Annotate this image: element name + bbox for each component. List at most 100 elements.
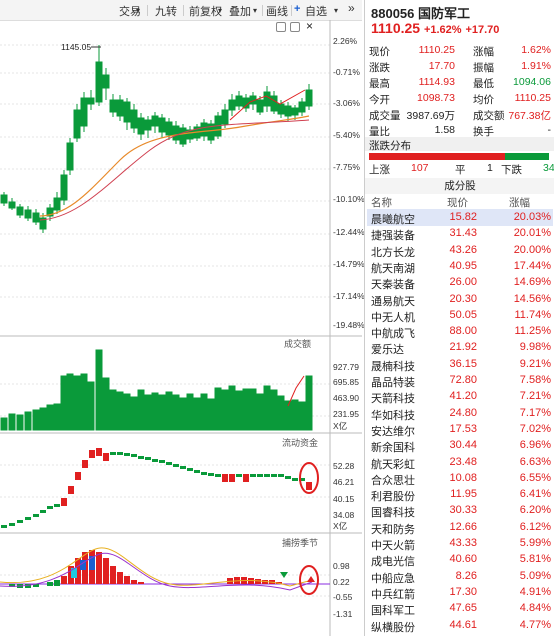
stock-price: 36.15: [449, 357, 477, 370]
overlay-dropdown-icon[interactable]: ▾: [253, 6, 258, 15]
component-row[interactable]: 通易航天 20.30 14.56%: [367, 291, 553, 308]
season-bar: [103, 558, 109, 584]
trade-dropdown-icon[interactable]: ▾: [136, 6, 141, 15]
axis-tick-label: -0.55: [333, 592, 353, 602]
toolbar-nine-turn-button[interactable]: 九转: [155, 6, 177, 18]
component-row[interactable]: 华如科技 24.80 7.17%: [367, 405, 553, 422]
quote-row: 量比 1.58 换手 -: [369, 122, 553, 138]
volume-bar: [95, 349, 103, 431]
volume-bar: [207, 398, 215, 431]
component-row[interactable]: 成电光信 40.60 5.81%: [367, 551, 553, 568]
quote-row: 最高 1114.93 最低 1094.06: [369, 74, 553, 90]
toolbar-overlay-button[interactable]: 叠加: [229, 6, 251, 18]
current-price: 1110.25: [371, 20, 421, 36]
fund-flow-bar: [61, 498, 67, 506]
axis-tick-label: -1.31: [333, 609, 353, 619]
watchlist-dropdown-icon[interactable]: ▾: [334, 6, 339, 15]
season-highlight-circle: [299, 565, 319, 595]
adjust-dropdown-icon[interactable]: ▾: [218, 6, 223, 15]
quote-value: 767.38亿: [508, 110, 551, 122]
col-price-header[interactable]: 现价: [447, 197, 468, 209]
stock-name: 中天火箭: [371, 540, 415, 552]
component-row[interactable]: 安达维尔 17.53 7.02%: [367, 421, 553, 438]
stock-name: 华如科技: [371, 409, 415, 422]
component-row[interactable]: 利君股份 11.95 6.41%: [367, 486, 553, 503]
col-change-header[interactable]: 涨幅: [509, 197, 530, 209]
col-name-header[interactable]: 名称: [371, 197, 392, 209]
axis-tick-label: -5.40%: [333, 130, 360, 140]
toolbar-draw-button[interactable]: 画线: [266, 6, 288, 18]
volume-bar: [263, 385, 271, 431]
toolbar-watchlist-button[interactable]: 自选: [305, 6, 327, 18]
component-row[interactable]: 捷强装备 31.43 20.01%: [367, 225, 553, 242]
candle-body: [8, 201, 16, 209]
stock-change: 7.02%: [519, 422, 551, 435]
stock-change: 7.17%: [519, 406, 551, 419]
volume-bar: [214, 387, 222, 431]
stock-change: 20.03%: [513, 211, 551, 223]
component-row[interactable]: 纵横股份 44.61 4.77%: [367, 617, 553, 634]
stock-change: 11.74%: [514, 308, 552, 321]
component-row[interactable]: 国科军工 47.65 4.84%: [367, 600, 553, 617]
candle-body: [228, 99, 236, 111]
axis-tick-label: 695.85: [333, 377, 359, 387]
up-arrow-icon: [307, 576, 315, 582]
toolbar-trade-button[interactable]: 交易: [119, 6, 141, 18]
volume-bar: [137, 389, 145, 431]
up-label: 上涨: [369, 164, 390, 176]
component-row[interactable]: 中航成飞 88.00 11.25%: [367, 323, 553, 340]
refresh-icon[interactable]: [276, 22, 286, 32]
stock-name: 捷强装备: [371, 230, 415, 243]
toolbar-divider: [147, 5, 148, 16]
season-bar: [110, 566, 116, 584]
plus-icon[interactable]: +: [294, 3, 301, 15]
stock-name: 天秦装备: [371, 279, 415, 292]
component-row[interactable]: 航天彩虹 23.48 6.63%: [367, 454, 553, 471]
fund-flow-bar: [17, 520, 23, 523]
ma-line: [229, 89, 306, 121]
component-row[interactable]: 天秦装备 26.00 14.69%: [367, 274, 553, 291]
component-row[interactable]: 晶品特装 72.80 7.58%: [367, 372, 553, 389]
quote-value: 1.91%: [521, 60, 551, 72]
stock-price: 41.20: [449, 390, 477, 403]
component-row[interactable]: 中无人机 50.05 11.74%: [367, 307, 553, 324]
component-row[interactable]: 天和防务 12.66 6.12%: [367, 519, 553, 536]
stock-price: 40.95: [449, 259, 477, 272]
candle-body: [87, 97, 95, 105]
component-row[interactable]: 中天火箭 43.33 5.99%: [367, 535, 553, 552]
component-row[interactable]: 中兵红箭 17.30 4.91%: [367, 584, 553, 601]
axis-tick-label: -10.10%: [333, 194, 365, 204]
stock-name: 合众思壮: [371, 474, 415, 487]
component-row[interactable]: 天箭科技 41.20 7.21%: [367, 388, 553, 405]
volume-bar: [221, 389, 229, 431]
stock-name: 中无人机: [371, 311, 415, 324]
component-row[interactable]: 爱乐达 21.92 9.98%: [367, 339, 553, 356]
component-row[interactable]: 国睿科技 30.33 6.20%: [367, 502, 553, 519]
component-row[interactable]: 新余国科 30.44 6.96%: [367, 437, 553, 454]
stock-name: 国睿科技: [371, 507, 415, 520]
component-row[interactable]: 晟楠科技 36.15 9.21%: [367, 356, 553, 373]
axis-tick-label: X亿: [333, 521, 348, 531]
quote-value: 1110.25: [418, 44, 455, 56]
component-row[interactable]: 航天南湖 40.95 17.44%: [367, 258, 553, 275]
stock-change: 9.21%: [519, 357, 551, 370]
stock-change: 7.58%: [519, 374, 551, 386]
distribution-header: 涨跌分布: [365, 137, 554, 152]
stock-price: 17.53: [449, 422, 477, 435]
component-row[interactable]: 晨曦航空 15.82 20.03%: [367, 209, 553, 227]
toolbar-adjust-button[interactable]: 前复权: [189, 6, 222, 18]
component-row[interactable]: 北方长龙 43.26 20.00%: [367, 242, 553, 259]
component-row[interactable]: 中船应急 8.26 5.09%: [367, 568, 553, 585]
close-icon[interactable]: ×: [306, 19, 314, 33]
kline-chart[interactable]: [0, 20, 362, 636]
double-chevron-right-icon[interactable]: »: [348, 1, 355, 15]
volume-bar: [73, 375, 81, 431]
volume-bar: [24, 411, 32, 431]
quote-label: 现价: [369, 46, 390, 58]
component-row[interactable]: 合众思壮 10.08 6.55%: [367, 470, 553, 487]
volume-bar: [256, 393, 264, 431]
fund-flow-bar: [103, 453, 109, 461]
settings-icon[interactable]: [290, 22, 300, 32]
stock-price: 24.80: [449, 406, 477, 419]
stock-name: 成电光信: [371, 556, 415, 569]
